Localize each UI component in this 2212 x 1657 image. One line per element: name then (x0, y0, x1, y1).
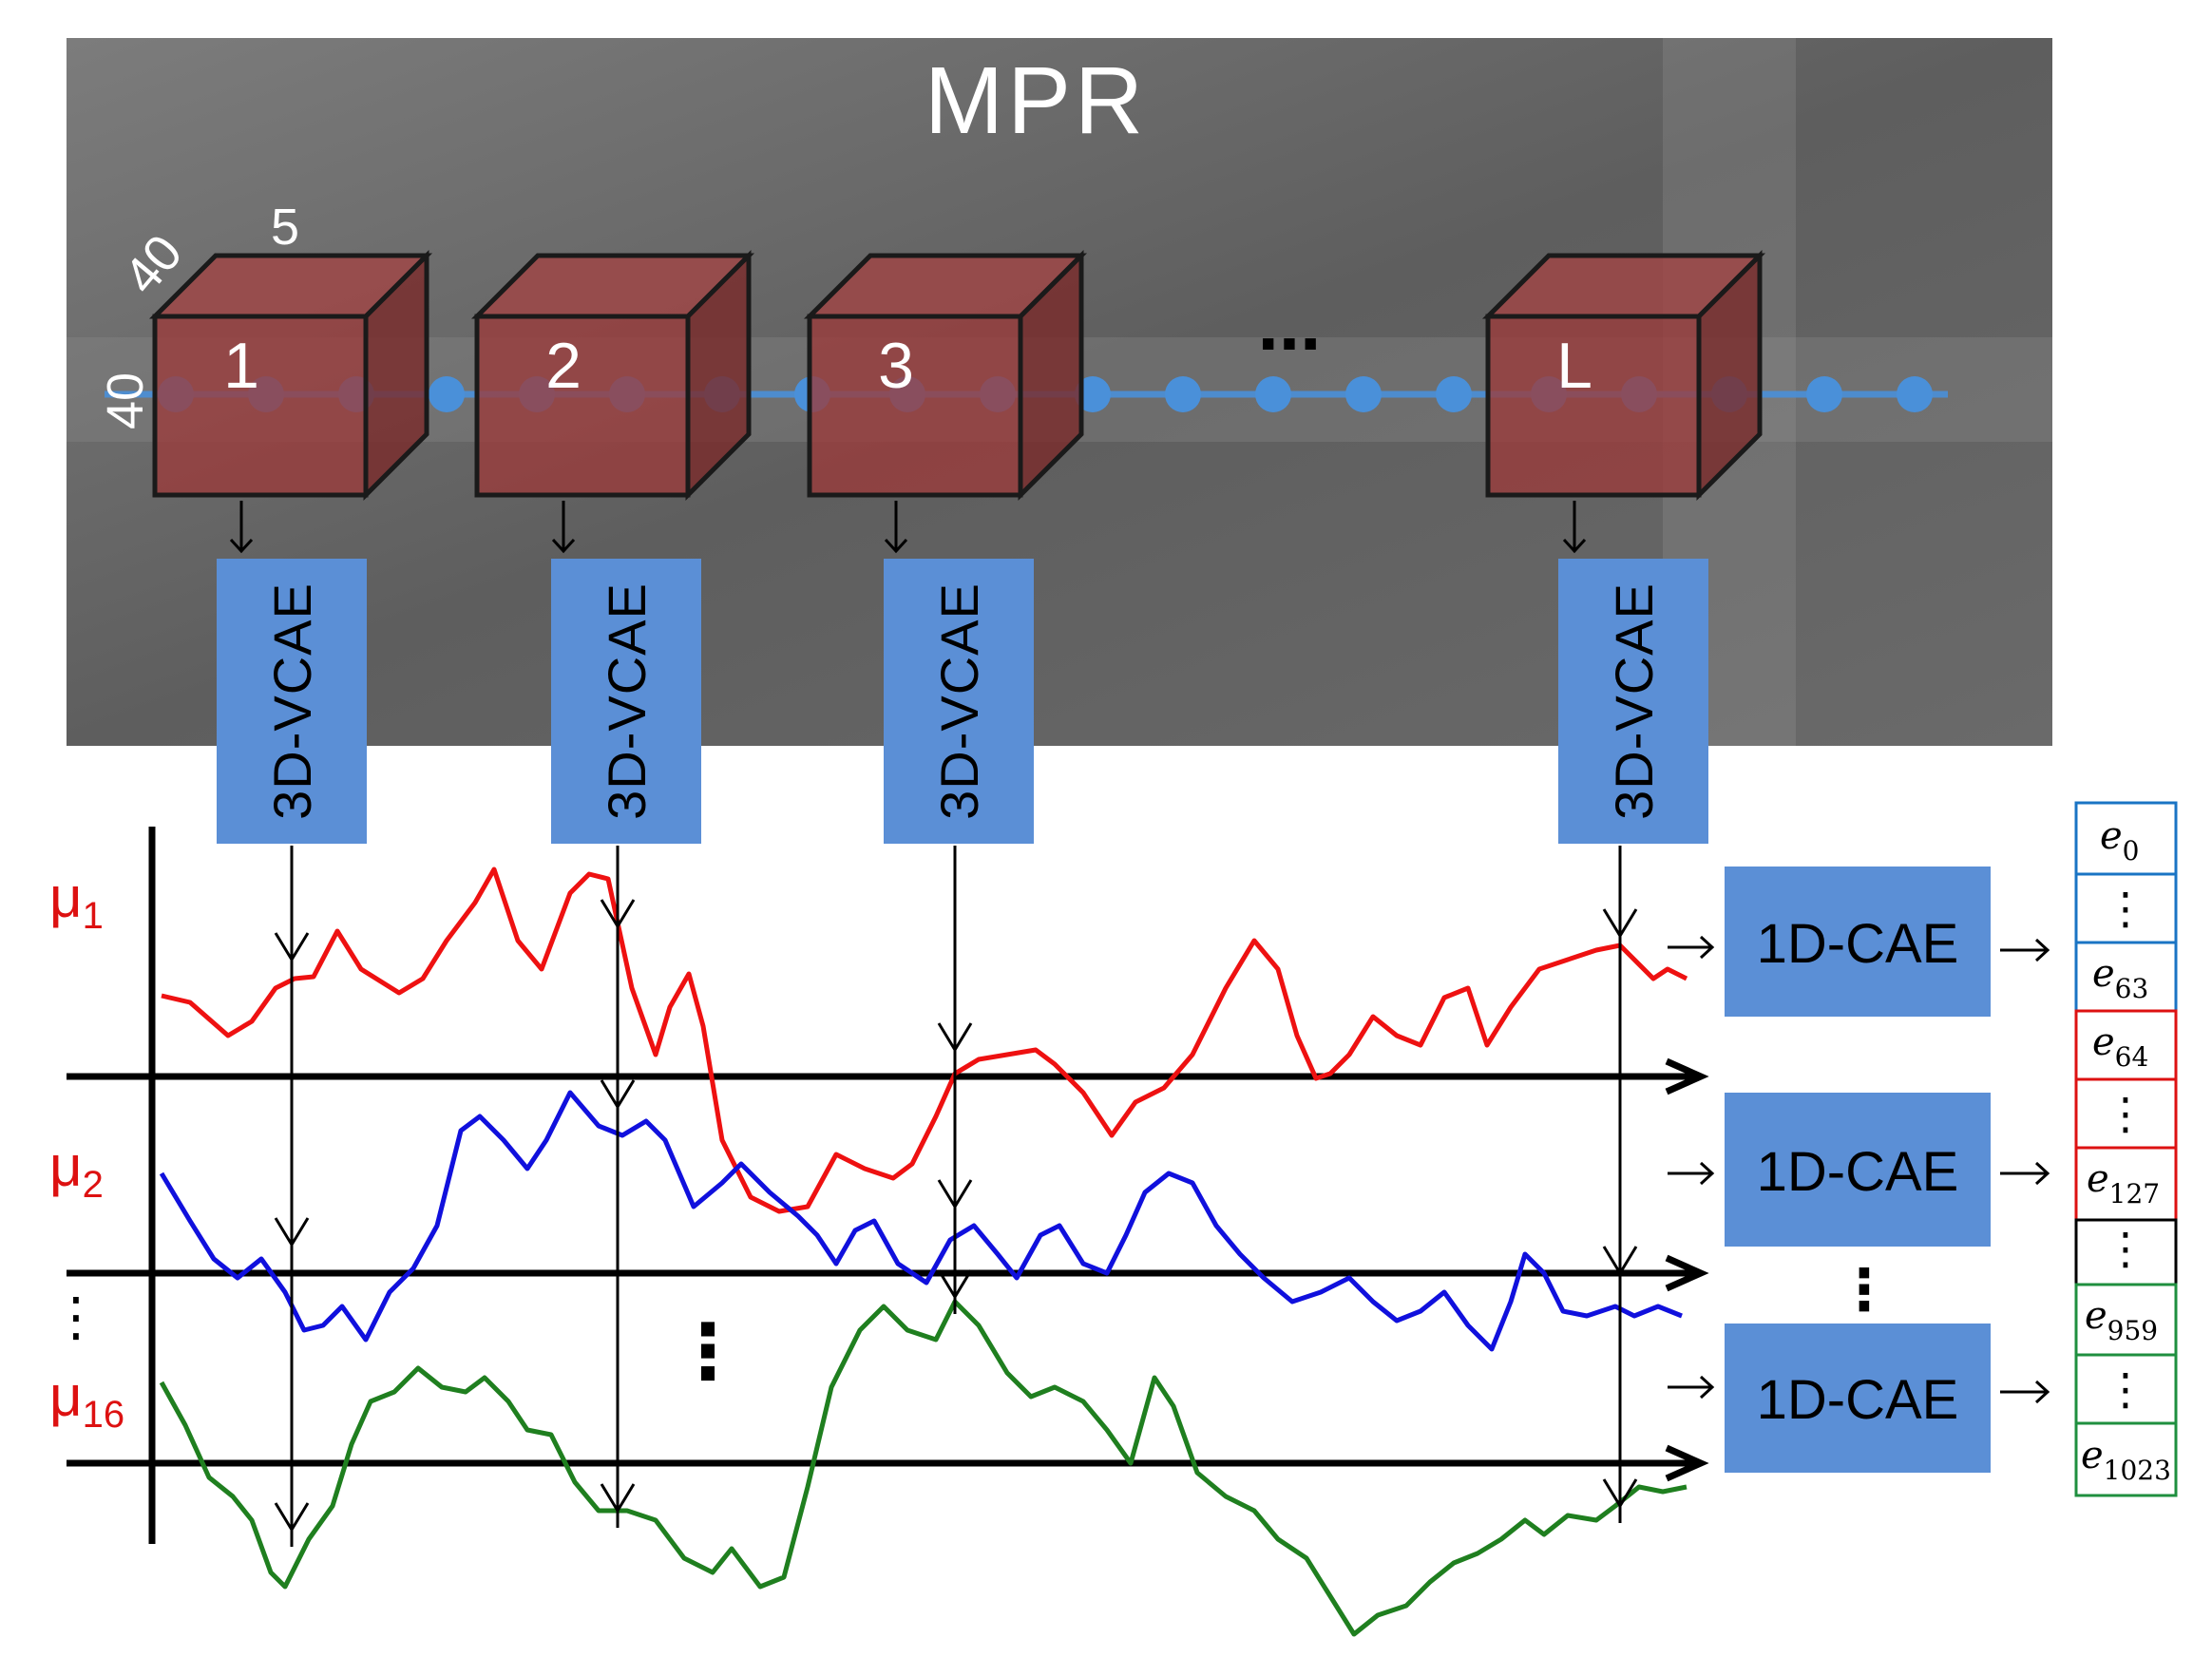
sampling-arrowhead (274, 1217, 310, 1248)
sampling-arrowhead (274, 1502, 310, 1533)
signal-ellipsis-middle: ⋮ (670, 1307, 746, 1396)
cell-e1023 (2074, 1421, 2178, 1497)
cae-ellipsis: ⋮ (1836, 1257, 1893, 1324)
sampling-arrowhead (1602, 1246, 1638, 1276)
curve-mu-16 (159, 1299, 1688, 1637)
mpr-title: MPR (925, 48, 1147, 154)
cube-label: 2 (545, 330, 582, 402)
svg-text:1D-CAE: 1D-CAE (1757, 913, 1959, 975)
cube-ellipsis: ... (1258, 281, 1322, 366)
dim-depth-label: 5 (271, 199, 299, 256)
vcae-label: 3D-VCAE (597, 582, 657, 820)
vcae-box-3: 3D-VCAE (884, 559, 1034, 844)
label-mu-16: μ16 (49, 1364, 124, 1436)
cell-e127 (2074, 1146, 2178, 1222)
label-e64: e64 (2092, 1020, 2148, 1073)
label-e1023: e1023 (2081, 1434, 2171, 1486)
vcae-label: 3D-VCAE (929, 582, 989, 820)
signal-ellipsis-left: ⋮ (49, 1286, 103, 1348)
cube-front-face (152, 314, 369, 498)
vcae-group: 3D-VCAE 3D-VCAE 3D-VCAE 3D-VCAE (217, 559, 1708, 844)
embedding-vector: e0 ⋮ e63 e64 ⋮ e127 ⋮ e959 ⋮ e1023 (2074, 801, 2178, 1497)
vcae-label: 3D-VCAE (262, 582, 322, 820)
cube-3: 3 (803, 249, 1088, 554)
vcae-box-1: 3D-VCAE (217, 559, 367, 844)
dim-height-label: 40 (97, 372, 154, 429)
sampling-arrowhead (600, 899, 636, 929)
vcae-rect (217, 559, 367, 844)
centerline-dot (1165, 376, 1201, 412)
sampling-lines (274, 846, 1638, 1547)
centerline-dot (1806, 376, 1842, 412)
ellipsis-green: ⋮ (2104, 1363, 2147, 1415)
svg-text:1D-CAE: 1D-CAE (1757, 1141, 1959, 1203)
cae-box-2: 1D-CAE (1725, 1093, 1991, 1247)
cae-box-1: 1D-CAE (1725, 867, 1991, 1017)
sampling-arrowhead (937, 1179, 973, 1209)
centerline-dot (1897, 376, 1933, 412)
label-e0: e0 (2100, 814, 2140, 867)
sampling-arrowhead (600, 1079, 636, 1110)
label-mu-2: μ2 (49, 1134, 104, 1206)
ellipsis-gap: ⋮ (2104, 1223, 2147, 1274)
vcae-rect (551, 559, 701, 844)
centerline-dot (1345, 376, 1382, 412)
cube-group: 1 2 3 L (148, 249, 1766, 554)
cube-label: L (1556, 330, 1592, 402)
ellipsis-blue: ⋮ (2104, 883, 2147, 934)
ellipsis-red: ⋮ (2104, 1088, 2147, 1139)
cell-blue-ellipsis (2074, 872, 2178, 944)
vcae-rect (884, 559, 1034, 844)
cube-front-face (1485, 314, 1702, 498)
signal-plot: μ1 μ2 μ16 ⋮ ⋮ (49, 827, 1709, 1637)
vcae-rect (1558, 559, 1708, 844)
curve-mu-2 (159, 1090, 1683, 1352)
cae-box-3: 1D-CAE (1725, 1324, 1991, 1473)
cube-front-face (807, 314, 1023, 498)
sampling-arrowhead (1602, 908, 1638, 939)
label-e63: e63 (2092, 952, 2148, 1004)
sampling-arrowhead (937, 1022, 973, 1053)
svg-text:1D-CAE: 1D-CAE (1757, 1369, 1959, 1431)
vcae-box-4: 3D-VCAE (1558, 559, 1708, 844)
label-e127: e127 (2087, 1157, 2160, 1209)
sampling-arrowhead (937, 1269, 973, 1300)
label-e959: e959 (2085, 1294, 2158, 1346)
cube-front-face (474, 314, 691, 498)
cube-label: 1 (223, 330, 259, 402)
cube-label: 3 (878, 330, 914, 402)
cell-e0 (2074, 801, 2178, 876)
centerline-dot (1255, 376, 1291, 412)
cell-gap-ellipsis (2074, 1218, 2178, 1286)
sampling-arrowhead (274, 932, 310, 962)
vcae-box-2: 3D-VCAE (551, 559, 701, 844)
centerline-dot (429, 376, 465, 412)
cell-e63 (2074, 941, 2178, 1013)
cube-1: 1 (148, 249, 433, 554)
cube-2: 2 (470, 249, 755, 554)
sampling-arrowhead (600, 1483, 636, 1514)
cae-group: 1D-CAE 1D-CAE 1D-CAE ⋮ (1668, 867, 2050, 1473)
sampling-arrowhead (1602, 1478, 1638, 1509)
centerline-dot (1436, 376, 1472, 412)
vcae-label: 3D-VCAE (1604, 582, 1664, 820)
cube-4: L (1481, 249, 1766, 554)
curve-mu-1 (161, 867, 1688, 1214)
cell-green-ellipsis (2074, 1353, 2178, 1425)
label-mu-1: μ1 (49, 866, 104, 937)
